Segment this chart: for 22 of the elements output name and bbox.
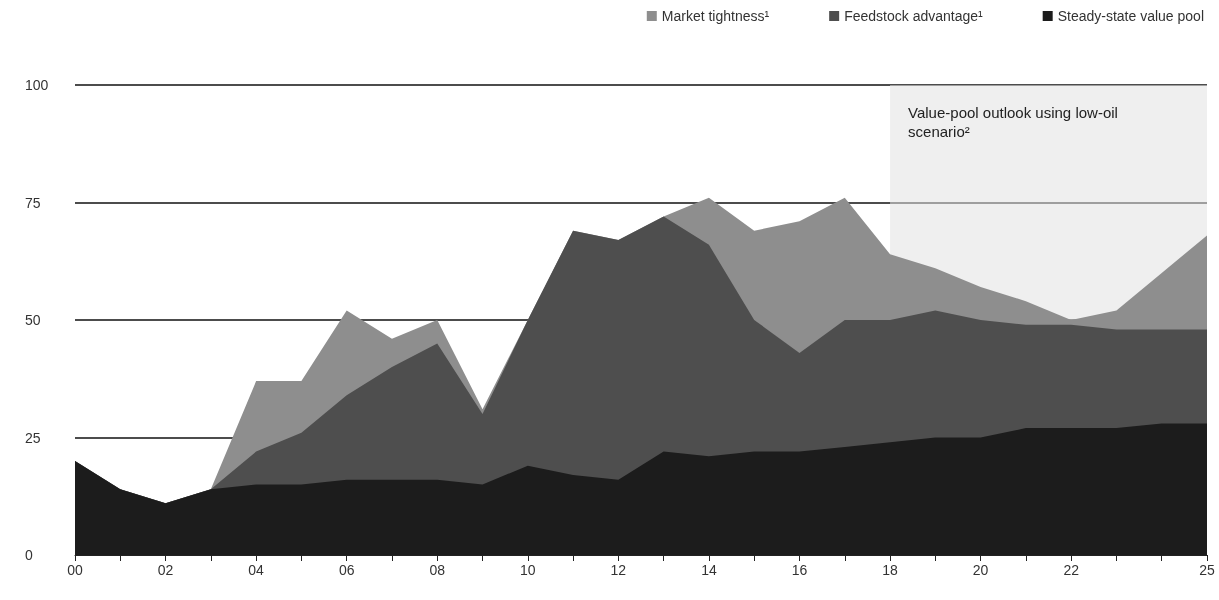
y-tick-label: 0 [25,547,33,563]
x-tick-label: 16 [791,562,808,578]
x-tick-label: 08 [429,562,446,578]
y-tick-label: 100 [25,77,49,93]
legend-label: Feedstock advantage¹ [844,8,984,24]
x-tick-label: 04 [248,562,265,578]
x-tick-label: 02 [157,562,174,578]
x-tick-label: 00 [67,562,83,578]
x-tick-label: 14 [701,562,717,578]
legend-label: Market tightness¹ [661,8,770,24]
x-tick-label: 22 [1063,562,1080,578]
band-label: Value-pool outlook using low-oil scenario² [908,104,1123,140]
x-tick-label: 06 [338,562,355,578]
legend-label: Steady-state value pool [1057,8,1205,24]
y-tick-label: 75 [25,194,41,211]
x-tick-label: 12 [610,562,627,578]
x-tick-label: 25 [1199,562,1215,578]
y-tick-label: 50 [25,312,41,328]
x-tick-label: 18 [882,562,899,578]
y-tick-label: 25 [25,429,41,446]
x-tick-label: 10 [520,562,536,578]
x-tick-label: 20 [972,562,989,578]
